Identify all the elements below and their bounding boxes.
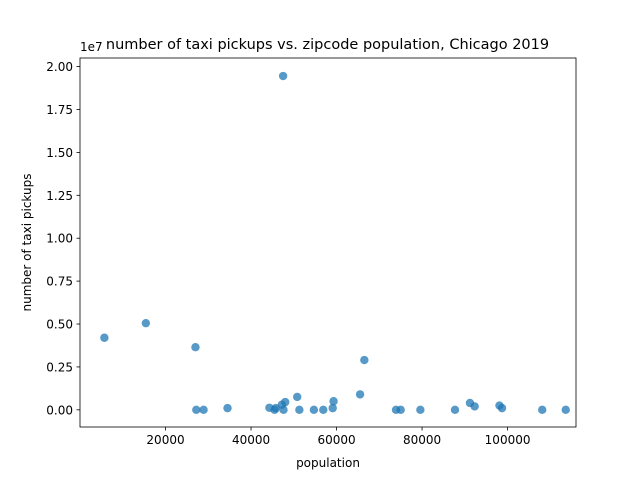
data-point <box>416 405 425 415</box>
data-point <box>279 405 288 415</box>
x-tick-label: 100000 <box>485 433 531 447</box>
y-tick-label: 1.50 <box>46 146 73 160</box>
x-tick-label: 80000 <box>403 433 441 447</box>
data-point <box>223 403 232 413</box>
data-points <box>100 71 570 415</box>
y-axis-ticks: 0.00 0.25 0.50 0.75 1.00 1.25 1.50 1.75 2.00 <box>46 60 80 417</box>
data-point <box>100 333 109 342</box>
chart-title: number of taxi pickups vs. zipcode popul… <box>106 37 549 53</box>
x-axis-ticks: 20000 40000 60000 80000 100000 <box>146 427 530 447</box>
data-point <box>295 405 304 415</box>
data-point <box>293 392 302 402</box>
data-point <box>309 405 319 415</box>
data-point <box>278 71 288 81</box>
y-tick-label: 1.00 <box>46 232 73 246</box>
data-point <box>329 397 338 406</box>
y-offset-label: 1e7 <box>80 40 103 54</box>
data-point <box>450 405 460 415</box>
data-point <box>199 405 208 415</box>
data-point <box>538 405 547 415</box>
data-point <box>360 355 369 365</box>
x-axis-label: population <box>296 456 360 470</box>
data-point <box>561 405 570 415</box>
data-point <box>355 390 365 399</box>
data-point <box>319 405 328 415</box>
data-point <box>281 397 290 407</box>
x-tick-label: 40000 <box>232 433 270 447</box>
data-point <box>191 342 200 352</box>
y-tick-label: 2.00 <box>46 60 73 74</box>
y-tick-label: 0.25 <box>46 360 73 374</box>
y-tick-label: 1.75 <box>46 103 73 117</box>
x-tick-label: 20000 <box>146 433 184 447</box>
data-point <box>396 405 405 415</box>
y-tick-label: 0.00 <box>46 403 73 417</box>
data-point <box>141 318 151 328</box>
plot-frame <box>79 57 577 428</box>
data-point <box>192 405 201 415</box>
data-point <box>470 402 479 411</box>
x-tick-label: 60000 <box>317 433 355 447</box>
data-point <box>497 403 507 413</box>
y-tick-label: 0.75 <box>46 275 73 289</box>
y-axis-label: number of taxi pickups <box>20 174 34 312</box>
y-tick-label: 1.25 <box>46 189 73 203</box>
y-tick-label: 0.50 <box>46 318 73 332</box>
data-point <box>328 403 337 413</box>
